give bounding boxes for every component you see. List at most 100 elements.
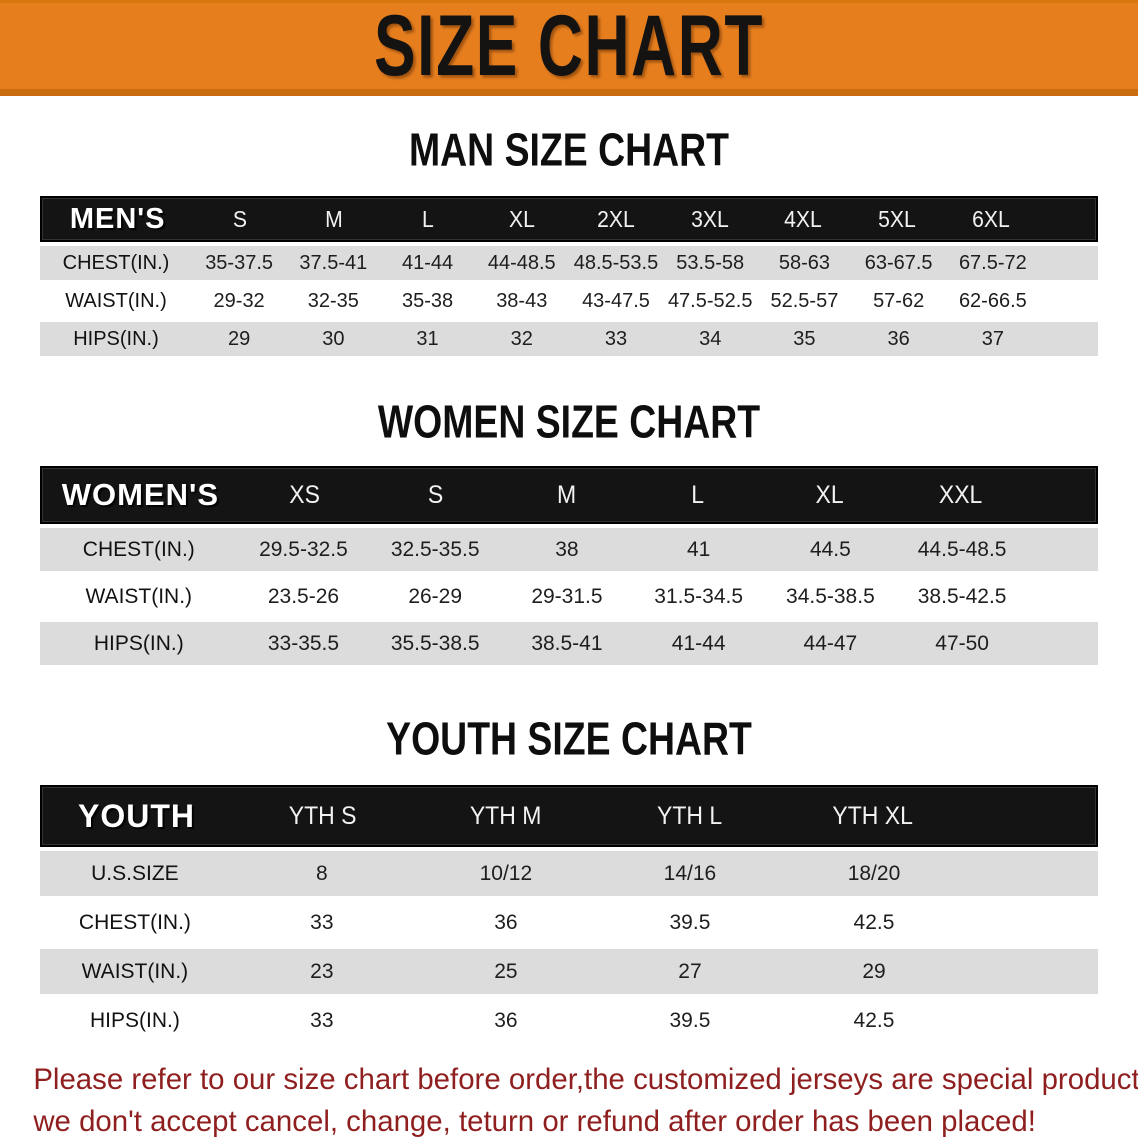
table-row: U.S.SIZE 8 10/12 14/16 18/20 bbox=[40, 851, 1098, 896]
value-cell: 53.5-58 bbox=[676, 251, 745, 274]
value-cell: 36 bbox=[494, 910, 518, 934]
youth-size-table: YOUTH YTH S YTH M YTH L YTH XL U.S.SIZE 8 10/12… bbox=[40, 785, 1098, 1043]
value-cell: 44-48.5 bbox=[487, 251, 556, 274]
value-cell: 33 bbox=[604, 327, 628, 350]
value-cell: 8 bbox=[316, 861, 328, 885]
size-column-header: YTH XL bbox=[832, 801, 913, 830]
value-cell: 34.5-38.5 bbox=[786, 584, 875, 608]
table-row: HIPS(IN.) 29 30 31 32 33 34 35 36 37 bbox=[40, 322, 1098, 356]
value-cell: 31.5-34.5 bbox=[654, 584, 744, 608]
size-column-header: XS bbox=[289, 480, 320, 509]
size-column-header: M bbox=[325, 205, 343, 232]
value-cell: 32 bbox=[510, 327, 533, 350]
table-row: CHEST(IN.) 35-37.5 37.5-41 41-44 44-48.5 48.5… bbox=[40, 246, 1098, 280]
size-column-header: XL bbox=[815, 480, 844, 509]
women-size-table: WOMEN'S XS S M L XL XXL CHEST(IN.) 29.5-32.5 32.5… bbox=[40, 466, 1098, 665]
value-cell: 25 bbox=[494, 959, 518, 983]
table-header-row: WOMEN'S XS S M L XL XXL bbox=[40, 466, 1098, 524]
youth-section-title: YOUTH SIZE CHART bbox=[386, 713, 752, 766]
value-cell: 47.5-52.5 bbox=[667, 289, 753, 312]
size-column-header: 4XL bbox=[784, 205, 823, 232]
row-label-cell: HIPS(IN.) bbox=[93, 631, 184, 655]
table-row: WAIST(IN.) 23.5-26 26-29 29-31.5 31.5-34.5 34… bbox=[40, 575, 1098, 618]
value-cell: 62-66.5 bbox=[958, 289, 1027, 312]
value-cell: 32-35 bbox=[307, 289, 359, 312]
row-label-cell: WAIST(IN.) bbox=[85, 584, 193, 608]
value-cell: 26-29 bbox=[408, 584, 463, 608]
table-row: CHEST(IN.) 33 36 39.5 42.5 bbox=[40, 900, 1098, 945]
row-label-cell: WAIST(IN.) bbox=[65, 289, 167, 312]
row-label-cell: WAIST(IN.) bbox=[81, 959, 189, 983]
size-column-header: YTH S bbox=[288, 801, 357, 830]
disclaimer-line-2: we don't accept cancel, change, teturn o… bbox=[33, 1105, 1036, 1138]
size-column-header: 3XL bbox=[690, 205, 729, 232]
men-section-title: MAN SIZE CHART bbox=[409, 124, 729, 177]
value-cell: 42.5 bbox=[853, 910, 895, 934]
row-label-cell: CHEST(IN.) bbox=[62, 251, 170, 274]
value-cell: 27 bbox=[678, 959, 702, 983]
value-cell: 10/12 bbox=[479, 861, 533, 885]
row-label-cell: HIPS(IN.) bbox=[89, 1008, 180, 1032]
value-cell: 36 bbox=[887, 327, 910, 350]
table-title-cell: MEN'S bbox=[69, 202, 166, 235]
size-column-header: S bbox=[233, 205, 248, 232]
size-column-header: XXL bbox=[938, 480, 983, 509]
size-column-header: L bbox=[691, 480, 705, 509]
value-cell: 33 bbox=[310, 1008, 334, 1032]
table-row: WAIST(IN.) 23 25 27 29 bbox=[40, 949, 1098, 994]
size-chart-banner: SIZE CHART bbox=[0, 0, 1138, 96]
value-cell: 39.5 bbox=[669, 910, 711, 934]
size-column-header: XL bbox=[508, 205, 535, 232]
value-cell: 35-38 bbox=[401, 289, 454, 312]
value-cell: 38-43 bbox=[496, 289, 548, 312]
table-title-cell: YOUTH bbox=[78, 797, 195, 834]
value-cell: 31 bbox=[416, 327, 439, 350]
size-column-header: YTH L bbox=[656, 801, 722, 830]
value-cell: 29 bbox=[227, 327, 251, 350]
value-cell: 47-50 bbox=[935, 631, 989, 655]
disclaimer-line-1: Please refer to our size chart before or… bbox=[33, 1063, 1138, 1096]
table-header-row: MEN'S S M L XL 2XL 3XL 4XL 5XL 6XL bbox=[40, 196, 1098, 242]
value-cell: 18/20 bbox=[847, 861, 901, 885]
row-label-cell: HIPS(IN.) bbox=[73, 327, 159, 350]
value-cell: 29 bbox=[862, 959, 886, 983]
value-cell: 38.5-41 bbox=[531, 631, 603, 655]
value-cell: 67.5-72 bbox=[958, 251, 1027, 274]
value-cell: 52.5-57 bbox=[770, 289, 839, 312]
value-cell: 37 bbox=[981, 327, 1004, 350]
value-cell: 41-44 bbox=[401, 251, 454, 274]
value-cell: 44-47 bbox=[803, 631, 858, 655]
value-cell: 34 bbox=[699, 327, 722, 350]
table-row: WAIST(IN.) 29-32 32-35 35-38 38-43 43-47.5 47.… bbox=[40, 284, 1098, 318]
size-chart-title: SIZE CHART bbox=[374, 0, 764, 94]
size-column-header: YTH M bbox=[470, 801, 542, 830]
row-label-cell: CHEST(IN.) bbox=[82, 537, 195, 561]
table-row: HIPS(IN.) 33-35.5 35.5-38.5 38.5-41 41-44 44-… bbox=[40, 622, 1098, 665]
value-cell: 44.5 bbox=[809, 537, 851, 561]
order-disclaimer: Please refer to our size chart before or… bbox=[0, 1059, 1138, 1143]
value-cell: 44.5-48.5 bbox=[917, 537, 1007, 561]
size-column-header: L bbox=[422, 205, 434, 232]
value-cell: 30 bbox=[322, 327, 345, 350]
value-cell: 39.5 bbox=[669, 1008, 711, 1032]
value-cell: 37.5-41 bbox=[299, 251, 368, 274]
value-cell: 33 bbox=[310, 910, 334, 934]
value-cell: 32.5-35.5 bbox=[390, 537, 480, 561]
row-label-cell: U.S.SIZE bbox=[91, 861, 179, 885]
value-cell: 35 bbox=[793, 327, 816, 350]
value-cell: 35.5-38.5 bbox=[390, 631, 480, 655]
value-cell: 43-47.5 bbox=[582, 289, 650, 312]
value-cell: 41 bbox=[686, 537, 711, 561]
value-cell: 41-44 bbox=[671, 631, 726, 655]
value-cell: 35-37.5 bbox=[205, 251, 274, 274]
size-column-header: 2XL bbox=[596, 205, 635, 232]
value-cell: 57-62 bbox=[873, 289, 925, 312]
value-cell: 38.5-42.5 bbox=[917, 584, 1007, 608]
value-cell: 29-32 bbox=[213, 289, 265, 312]
value-cell: 23.5-26 bbox=[267, 584, 340, 608]
value-cell: 36 bbox=[494, 1008, 518, 1032]
value-cell: 29.5-32.5 bbox=[259, 537, 348, 561]
value-cell: 58-63 bbox=[778, 251, 830, 274]
value-cell: 42.5 bbox=[853, 1008, 895, 1032]
table-title-cell: WOMEN'S bbox=[61, 477, 220, 512]
